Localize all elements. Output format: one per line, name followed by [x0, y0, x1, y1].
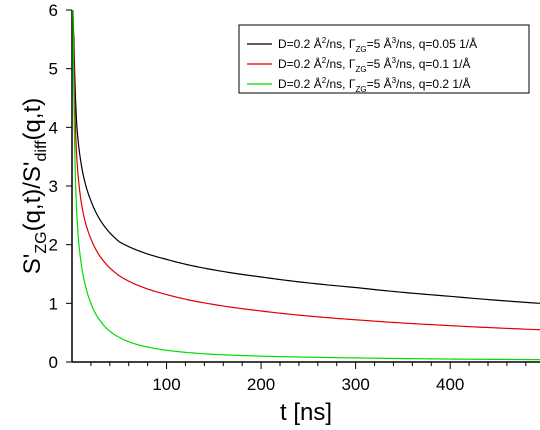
y-tick-label: 0	[49, 353, 58, 372]
x-tick-label: 400	[436, 375, 464, 394]
legend-label-1: D=0.2 Å2/ns, ΓZG=5 Å3/ns, q=0.05 1/Å	[278, 36, 477, 54]
legend-label-part: D=0.2 Å	[278, 56, 322, 71]
legend-label-part: 2	[322, 36, 327, 45]
legend-label-part: 3	[392, 76, 397, 85]
legend-label-part: /ns, q=0.1 1/Å	[396, 56, 470, 71]
y-axis-title-part-2: (q,t)/S'	[19, 161, 46, 231]
legend-label-part: 2	[322, 76, 327, 85]
x-tick-label: 100	[152, 375, 180, 394]
y-axis-title-sub-2: diff	[33, 140, 50, 162]
legend-label-part: =5 Å	[367, 76, 392, 91]
y-tick-label: 3	[49, 177, 58, 196]
x-axis-title: t [ns]	[280, 399, 332, 426]
legend-label-part: D=0.2 Å	[278, 36, 322, 51]
legend-label-part: /ns, Γ	[326, 57, 356, 71]
legend-label-3: D=0.2 Å2/ns, ΓZG=5 Å3/ns, q=0.2 1/Å	[278, 76, 470, 94]
legend-label-part: =5 Å	[367, 56, 392, 71]
y-tick-label: 5	[49, 60, 58, 79]
legend-label-part: /ns, q=0.05 1/Å	[396, 36, 477, 51]
legend-label-part: 3	[392, 36, 397, 45]
legend-label-part: ZG	[355, 45, 366, 54]
legend-label-part: =5 Å	[367, 36, 392, 51]
legend-label-part: 3	[392, 56, 397, 65]
legend-label-part: /ns, Γ	[326, 37, 356, 51]
y-axis-title-part-3: (q,t)	[19, 98, 46, 141]
plot-area: 0 1 2 3 4 5 6 100 200 300 400	[49, 1, 540, 394]
y-axis-title-part-1: S'	[19, 254, 46, 275]
legend-label-part: 2	[322, 56, 327, 65]
legend: D=0.2 Å2/ns, ΓZG=5 Å3/ns, q=0.05 1/ÅD=0.…	[238, 24, 530, 94]
series-line-2	[72, 9, 540, 331]
y-tick-label: 6	[49, 1, 58, 20]
legend-label-part: /ns, q=0.2 1/Å	[396, 76, 470, 91]
y-tick-label: 1	[49, 294, 58, 313]
y-tick-label: 4	[49, 118, 58, 137]
series-group	[72, 9, 540, 361]
legend-label-part: /ns, Γ	[326, 77, 356, 91]
legend-box	[238, 24, 530, 94]
legend-label-part: ZG	[355, 65, 366, 74]
legend-entries: D=0.2 Å2/ns, ΓZG=5 Å3/ns, q=0.05 1/ÅD=0.…	[247, 36, 477, 94]
series-line-3	[72, 9, 540, 361]
y-tick-label: 2	[49, 236, 58, 255]
x-tick-label: 300	[341, 375, 369, 394]
y-axis-title: S'ZG(q,t)/S'diff(q,t)	[19, 98, 50, 274]
legend-label-2: D=0.2 Å2/ns, ΓZG=5 Å3/ns, q=0.1 1/Å	[278, 56, 470, 74]
y-ticks: 0 1 2 3 4 5 6	[49, 1, 72, 372]
legend-label-part: D=0.2 Å	[278, 76, 322, 91]
legend-label-part: ZG	[355, 85, 366, 94]
y-axis-title-sub-1: ZG	[33, 231, 50, 253]
x-tick-label: 200	[247, 375, 275, 394]
x-ticks: 100 200 300 400	[90, 362, 527, 394]
